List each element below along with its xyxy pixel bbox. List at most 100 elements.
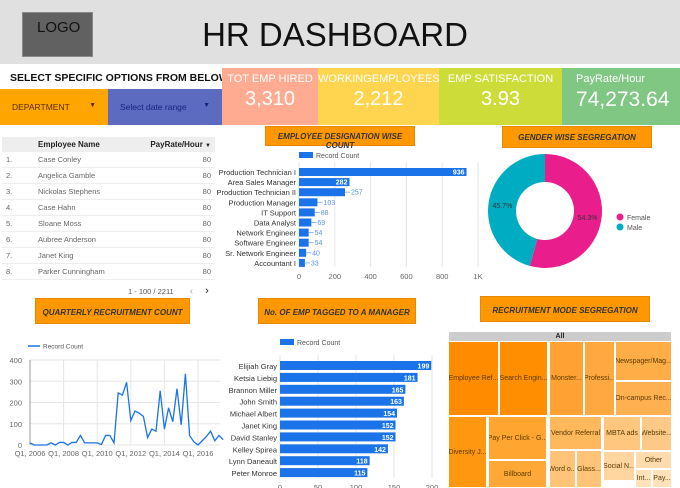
data-label: 257 (351, 190, 363, 197)
row-index: 6. (6, 235, 13, 244)
bar (299, 248, 307, 257)
category-label: Production Manager (228, 198, 296, 207)
kpi-value: 2,212 (353, 88, 404, 110)
legend-label: Female (627, 215, 650, 222)
row-index: 4. (6, 203, 13, 212)
category-label: John Smith (239, 398, 277, 407)
table-row[interactable]: 5. Sloane Moss 80 (2, 216, 215, 232)
treemap-cell[interactable]: On-campus Rec... (615, 381, 672, 416)
category-label: Software Engineer (234, 239, 296, 248)
department-dropdown[interactable]: DEPARTMENT ▼ (0, 89, 108, 125)
table-row[interactable]: 7. Janet King 80 (2, 248, 215, 264)
bar (299, 228, 309, 237)
data-label: 69 (317, 220, 325, 227)
table-row[interactable]: 4. Case Hahn 80 (2, 200, 215, 216)
treemap-cell[interactable]: Employee Ref... (448, 341, 499, 416)
logo: LOGO (22, 12, 93, 57)
table-row[interactable]: 1. Case Conley 80 (2, 152, 215, 168)
caret-down-icon: ▼ (89, 102, 96, 109)
designation-chart-title: EMPLOYEE DESIGNATION WISE COUNT (265, 126, 415, 150)
pagination: 1 - 100 / 2211 ‹ › (128, 285, 209, 297)
data-label: 163 (390, 399, 402, 406)
x-tick-label: 100 (350, 483, 363, 488)
bar (299, 168, 467, 176)
kpi-label: PayRate/Hour (576, 73, 646, 85)
x-tick-label: Q1, 2016 (183, 449, 214, 458)
treemap-cell[interactable]: Monster... (549, 341, 584, 416)
table-row[interactable]: 8. Parker Cunningham 80 (2, 264, 215, 280)
table-row[interactable]: 2. Angelica Gamble 80 (2, 168, 215, 184)
bar (280, 444, 388, 454)
category-label: Sr. Network Engineer (225, 249, 296, 258)
date-range-picker[interactable]: Select date range ▼ (108, 89, 222, 125)
treemap-cell[interactable]: Int... (635, 469, 652, 488)
y-tick-label: 300 (9, 377, 22, 386)
treemap-cell[interactable]: Search Engin... (499, 341, 548, 416)
pagination-range: 1 - 100 / 2211 (128, 287, 174, 296)
data-label: 40 (312, 250, 320, 257)
series-line (29, 373, 224, 446)
payrate: 80 (202, 267, 211, 276)
x-tick-label: Q1, 2006 (15, 449, 46, 458)
category-label: Elijiah Gray (239, 362, 278, 371)
treemap-cell[interactable]: Social N... (603, 451, 635, 481)
employee-name: Angelica Gamble (38, 171, 96, 180)
recruitment-mode-title: RECRUITMENT MODE SEGREGATION (480, 296, 650, 322)
treemap-cell[interactable]: Newspager/Mag... (615, 341, 672, 381)
treemap-cell[interactable]: Word o... (549, 450, 576, 488)
column-header-name[interactable]: Employee Name (38, 140, 100, 149)
bar (280, 396, 404, 406)
category-label: Area Sales Manager (228, 178, 297, 187)
category-label: Production Technician II (217, 188, 297, 197)
data-label: 152 (382, 435, 394, 442)
row-index: 1. (6, 155, 13, 164)
treemap-cell[interactable]: Glass... (576, 450, 602, 488)
data-label: 54 (315, 240, 323, 247)
y-tick-label: 100 (9, 420, 22, 429)
legend-label: Record Count (297, 340, 340, 347)
category-label: Peter Monroe (232, 469, 277, 478)
treemap-cell[interactable]: Website... (641, 416, 672, 451)
y-tick-label: 200 (9, 399, 22, 408)
caret-down-icon: ▼ (203, 102, 210, 109)
table-header: Employee Name PayRate/Hour ▼ (2, 137, 215, 152)
treemap-cell[interactable]: Professi... (584, 341, 615, 416)
y-tick-label: 400 (9, 356, 22, 365)
treemap-cell[interactable]: MBTA ads (603, 416, 641, 451)
kpi-label: EMP SATISFACTION (447, 73, 554, 85)
slice-label: 45.7% (492, 203, 512, 210)
table-row[interactable]: 3. Nickolas Stephens 80 (2, 184, 215, 200)
recruitment-treemap: All Employee Ref... Search Engin... Monster… (448, 331, 672, 488)
bar (299, 208, 315, 217)
treemap-cell[interactable]: Pay Per Click - G... (488, 416, 547, 460)
x-tick-label: 600 (400, 272, 413, 281)
treemap-cell[interactable]: Pay... (652, 469, 672, 488)
bar (280, 432, 396, 442)
prev-page-icon[interactable]: ‹ (189, 286, 194, 297)
x-tick-label: Q1, 2012 (115, 449, 146, 458)
row-index: 7. (6, 251, 13, 260)
next-page-icon[interactable]: › (205, 285, 209, 297)
row-index: 8. (6, 267, 13, 276)
employee-name: Case Hahn (38, 203, 76, 212)
legend-label: Record Count (316, 153, 359, 160)
payrate: 80 (202, 251, 211, 260)
payrate: 80 (202, 219, 211, 228)
data-label: 282 (336, 180, 348, 187)
slice-label: 54.3% (578, 215, 598, 222)
bar (299, 178, 350, 187)
column-header-payrate[interactable]: PayRate/Hour ▼ (150, 140, 211, 149)
donut-slice (488, 154, 545, 266)
treemap-cell[interactable]: Other (635, 451, 672, 469)
legend-dot (616, 223, 624, 231)
treemap-cell[interactable]: Billboard (488, 460, 547, 488)
treemap-cell[interactable]: Diversity J... (448, 416, 487, 488)
x-tick-label: 200 (329, 272, 342, 281)
table-row[interactable]: 6. Aubree Anderson 80 (2, 232, 215, 248)
treemap-cell[interactable]: Vendor Referral (549, 416, 602, 450)
employee-name: Nickolas Stephens (38, 187, 101, 196)
filter-label: SELECT SPECIFIC OPTIONS FROM BELOW (10, 72, 229, 84)
department-label: DEPARTMENT (12, 102, 70, 112)
data-label: 54 (315, 230, 323, 237)
